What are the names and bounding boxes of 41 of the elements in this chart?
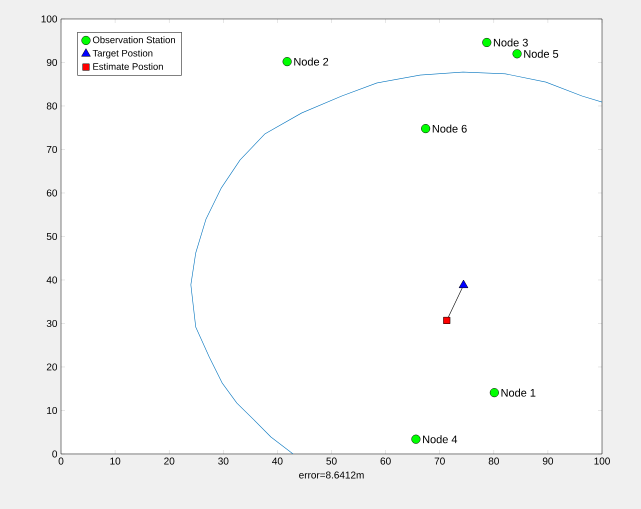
point: [512, 49, 522, 58]
y-tick-label: 70: [46, 146, 58, 154]
y-tick-label: 40: [46, 276, 58, 284]
annotation: Node 3: [494, 38, 528, 46]
point: [421, 124, 430, 134]
legend-label: Target Postion: [92, 50, 152, 58]
x-tick-label: 20: [164, 458, 174, 465]
y-tick-label: 90: [46, 58, 58, 66]
x-tick-label: 0: [58, 458, 64, 465]
y-tick-label: 20: [46, 363, 58, 371]
y-tick-label: 80: [46, 102, 58, 110]
legend-label: Observation Station: [92, 36, 175, 44]
annotation: Node 1: [502, 388, 536, 397]
line-series: [190, 72, 602, 454]
annotation: Node 4: [423, 435, 458, 444]
legend-label: Estimate Postion: [93, 62, 163, 70]
point: [458, 280, 468, 288]
x-tick-label: 90: [542, 458, 554, 465]
x-axis-title: error=8.6412m: [299, 472, 364, 479]
y-tick-label: 60: [46, 189, 58, 197]
x-tick-label: 70: [434, 458, 445, 465]
point: [490, 388, 499, 398]
x-tick-label: 100: [594, 458, 610, 465]
y-tick-label: 50: [46, 232, 58, 240]
x-tick-label: 40: [272, 458, 283, 465]
y-tick-label: 100: [42, 15, 58, 23]
x-tick-label: 30: [218, 458, 228, 465]
x-tick-label: 60: [380, 458, 391, 465]
y-tick-label: 0: [52, 450, 58, 458]
y-tick-label: 10: [47, 406, 58, 414]
point: [282, 57, 292, 66]
annotation: Node 6: [432, 124, 467, 133]
y-tick-label: 30: [46, 320, 58, 328]
point: [411, 434, 420, 444]
annotation: Node 2: [294, 58, 328, 66]
x-tick-label: 80: [488, 458, 499, 465]
point: [443, 316, 450, 324]
x-tick-label: 10: [110, 458, 120, 465]
x-tick-label: 50: [326, 458, 337, 465]
annotation: Node 5: [524, 50, 558, 58]
point: [482, 38, 492, 48]
